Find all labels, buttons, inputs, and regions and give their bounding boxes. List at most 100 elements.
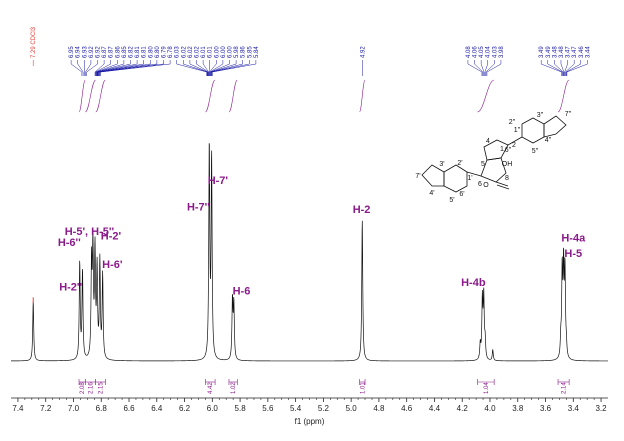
peak-pick-line-4-4 [485, 60, 495, 76]
integral-value-1: 2.16 [88, 382, 94, 394]
spectrum-trace [11, 143, 608, 362]
spectrum-line [11, 143, 608, 362]
peak-label-2-4: 6.01 [201, 46, 207, 58]
assignment-labels: H-6'' H-2'' H-5', H-5''H-2' H-6' H-7'' H-7' H-… [58, 175, 586, 298]
peak-pick-line-5-3 [560, 60, 565, 76]
atom-label-18: 1' [467, 175, 472, 182]
ppm-axis: 7.4 7.2 7.0 6.8 6.6 6.4 6.2 6.0 5.8 5.6 5.4 5.2 5.0 4… [11, 397, 608, 426]
benzene-ring-right [521, 117, 545, 144]
peak-pick-line-1-1 [95, 60, 111, 76]
x-tick-label-3: 6.8 [96, 404, 108, 413]
peak-pick-line-5-1 [547, 60, 563, 76]
peak-label-5-2: 3.48 [552, 46, 558, 58]
x-tick-label-5: 6.4 [151, 404, 163, 413]
peak-pick-line-2-6 [209, 60, 217, 76]
peak-pick-line-4-2 [480, 60, 485, 76]
integral-value-6: 1.04 [484, 382, 490, 394]
atom-label-16: 3' [439, 161, 444, 168]
peak-pick-line-0-0 [70, 60, 83, 76]
peak-label-1-7: 6.80 [148, 46, 154, 58]
peak-pick-line-4-5 [486, 60, 502, 76]
integral-value-4: 1.02 [231, 382, 237, 394]
solvent-label: 7.29 CDCl3 [31, 26, 37, 58]
integral-value-3: 4.42 [208, 382, 214, 394]
peak-label-5-7: 3.44 [585, 46, 591, 58]
peak-label-2-12: 5.84 [254, 46, 260, 58]
assignment-label-4: H-6' [102, 259, 123, 271]
integral-value-0: 2.08 [80, 382, 86, 394]
peak-label-3-0: 4.92 [360, 46, 366, 58]
furan-ring [483, 139, 509, 161]
x-tick-label-20: 3.4 [568, 404, 580, 413]
atom-label-17: 4' [429, 190, 434, 197]
peak-label-4-4: 4.03 [492, 46, 498, 58]
peak-pick-line-1-9 [99, 60, 164, 76]
peak-label-2-5: 6.01 [208, 46, 214, 58]
peak-pick-line-1-5 [97, 60, 138, 76]
atom-label-21: 5' [449, 197, 454, 204]
peak-pick-line-4-1 [474, 60, 484, 76]
peak-pick-line-0-1 [77, 60, 84, 76]
peak-pick-line-2-2 [189, 60, 208, 76]
integral-curve-0 [78, 79, 86, 113]
atom-label-15: 2' [457, 160, 462, 167]
dioxole-ring-left [421, 164, 445, 187]
peak-label-5-5: 3.47 [572, 46, 578, 58]
integral-value-7: 2.14 [562, 382, 568, 394]
x-tick-label-4: 6.6 [123, 404, 135, 413]
peak-label-4-2: 4.05 [479, 46, 485, 58]
x-tick-label-16: 4.2 [457, 404, 469, 413]
peak-label-1-2: 6.86 [115, 46, 121, 58]
integral-curve-3 [205, 79, 216, 113]
atom-label-20: 6' [459, 191, 464, 198]
peak-label-1-0: 6.87 [102, 46, 108, 58]
peak-label-5-0: 3.49 [539, 46, 545, 58]
x-tick-label-14: 4.6 [401, 404, 413, 413]
x-tick-label-15: 4.4 [429, 404, 441, 413]
x-tick-label-1: 7.2 [40, 404, 52, 413]
peak-label-2-0: 6.03 [175, 46, 181, 58]
peak-pick-line-2-11 [211, 60, 250, 76]
x-tick-label-13: 4.8 [373, 404, 385, 413]
benzene-ring-left [443, 164, 468, 193]
peak-label-4-0: 4.08 [466, 46, 472, 58]
atom-label-19: 6 [478, 181, 482, 188]
peak-pick-line-2-10 [211, 60, 243, 76]
peak-label-4-1: 4.06 [473, 46, 479, 58]
lactone-ring [480, 157, 507, 183]
peak-label-0-2: 6.93 [82, 46, 88, 58]
integral-value-2: 2.15 [99, 382, 105, 394]
peak-label-5-6: 3.46 [579, 46, 585, 58]
integral-curve-6 [477, 79, 495, 113]
peak-label-2-11: 5.85 [247, 46, 253, 58]
atom-label-14: 7' [415, 173, 420, 180]
assignment-label-10: H-4a [561, 233, 586, 245]
x-tick-label-0: 7.4 [12, 404, 24, 413]
assignment-label-2: H-5', H-5'' [65, 226, 115, 238]
assignment-label-8: H-2 [353, 204, 371, 216]
assignment-label-11: H-5 [564, 248, 582, 260]
assignment-label-7: H-6 [233, 286, 251, 298]
peak-pick-labels: 7.29 CDCl3 6.95 6.94 6.93 6.92 6.92 6.87 6.87 6.… [31, 26, 591, 76]
peak-pick-line-1-10 [100, 60, 171, 76]
peak-pick-line-2-9 [210, 60, 237, 76]
peak-label-1-1: 6.87 [109, 46, 115, 58]
carbonyl-bond-2 [496, 184, 510, 190]
peak-pick-line-5-5 [565, 60, 575, 76]
peak-pick-line-2-7 [209, 60, 224, 76]
peak-pick-line-2-5 [208, 60, 210, 76]
atom-label-8: 4 [486, 138, 490, 145]
atom-label-11: OH [502, 161, 513, 168]
peak-label-0-3: 6.92 [89, 46, 95, 58]
assignment-label-6: H-7' [208, 175, 229, 187]
peak-label-2-10: 5.86 [241, 46, 247, 58]
peak-label-2-1: 6.02 [181, 46, 187, 58]
peak-pick-line-0-4 [86, 60, 98, 76]
peak-label-4-5: 3.98 [499, 46, 505, 58]
peak-pick-line-1-6 [98, 60, 144, 76]
x-tick-label-6: 6.2 [179, 404, 191, 413]
peak-label-5-1: 3.49 [546, 46, 552, 58]
peak-pick-line-1-3 [96, 60, 125, 76]
peak-label-0-4: 6.92 [96, 46, 102, 58]
